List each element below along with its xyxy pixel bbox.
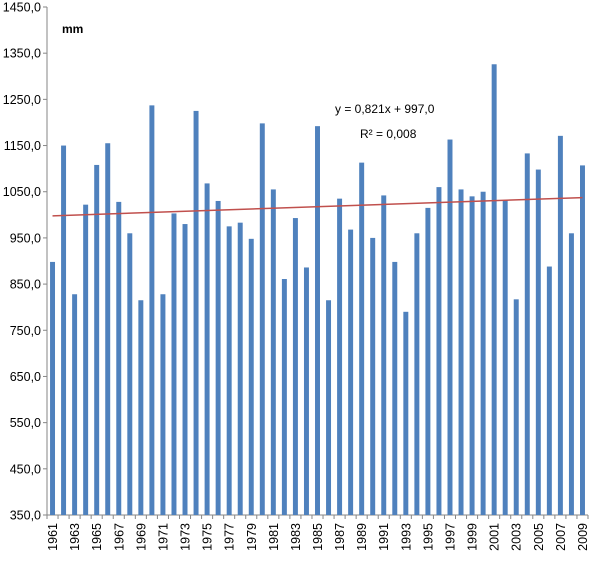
x-tick-label: 1971 [156,523,170,551]
bar-1997 [447,139,453,516]
x-tick-label: 1987 [333,523,347,551]
x-tick-label: 1993 [399,523,413,551]
x-tick-label: 1991 [377,523,391,551]
bar-1961 [50,261,56,515]
bar-1994 [414,233,420,516]
bar-1990 [370,237,376,515]
bar-2007 [557,135,563,515]
bar-1977 [226,226,232,516]
y-tick-label: 350,0 [10,509,41,523]
bar-2006 [546,266,552,515]
axes: 350,0 450,0 550,0 650,0 750,0 850,0 950,0 1050,… [3,1,590,551]
x-tick-label: 1979 [245,523,259,551]
x-tick-label: 2005 [532,523,546,551]
bar-2000 [480,191,486,516]
bar-1975 [204,183,210,515]
y-tick-label: 850,0 [10,278,41,292]
bar-1969 [138,300,144,515]
bar-1972 [171,213,177,515]
bar-1973 [182,224,188,516]
x-tick-label: 2003 [510,523,524,551]
bar-2009 [580,165,585,515]
bar-1968 [127,233,133,516]
x-tick-label: 1983 [289,523,303,551]
bar-1987 [337,198,343,515]
x-tick-label: 1989 [355,523,369,551]
trend-r-squared: R² = 0,008 [360,127,417,141]
x-tick-label: 1985 [311,523,325,551]
y-tick-label: 1250,0 [3,93,41,107]
bar-1993 [403,311,409,515]
bar-1966 [105,143,111,516]
bar-1970 [149,105,155,516]
x-tick-label: 2001 [488,523,502,551]
bar-1962 [61,145,67,516]
trend-line [52,196,583,217]
bar-1998 [458,189,464,516]
y-tick-label: 1450,0 [3,1,41,15]
y-tick-label: 1150,0 [4,139,41,153]
bar-1985 [315,126,320,516]
bar-2008 [568,233,574,516]
y-tick-label: 550,0 [10,416,41,430]
y-tick-label: 450,0 [10,462,41,476]
y-tick-label: 750,0 [10,324,41,338]
bar-1995 [425,207,431,515]
labels: mm y = 0,821x + 997,0 R² = 0,008 [62,22,435,141]
bar-2001 [491,64,497,516]
bar-1971 [160,294,166,515]
x-tick-label: 1997 [443,523,457,551]
x-tick-label: 1965 [90,523,104,551]
x-tick-label: 1961 [46,523,60,551]
bar-1980 [259,123,265,515]
y-tick-label: 950,0 [10,231,41,245]
bar-1963 [72,294,78,515]
bar-1989 [359,162,365,515]
bar-2005 [535,169,541,515]
y-tick-label: 1050,0 [3,185,41,199]
x-tick-label: 1981 [267,523,281,551]
x-tick-label: 1963 [68,523,82,551]
x-tick-label: 2007 [554,523,568,551]
bar-1976 [215,200,221,515]
y-tick-label: 650,0 [10,370,41,384]
x-tick-label: 1977 [223,523,237,551]
x-tick-label: 1995 [421,523,435,551]
bar-1979 [248,238,254,515]
x-tick-label: 1969 [134,523,148,551]
bar-1978 [237,222,243,516]
bar-1974 [193,110,199,515]
trend-equation: y = 0,821x + 997,0 [335,102,435,116]
x-tick-label: 1999 [466,523,480,551]
x-tick-label: 1975 [201,523,215,551]
bars [50,64,585,516]
bar-1965 [94,164,100,515]
bar-2004 [524,153,530,515]
x-tick-label: 1973 [179,523,193,551]
bar-1967 [116,201,122,515]
bar-1992 [392,261,398,515]
bar-1991 [381,195,387,516]
bar-1964 [83,204,89,515]
bar-2003 [513,299,519,515]
bar-1999 [469,196,475,515]
trend-layer [52,196,583,217]
x-tick-label: 1967 [112,523,126,551]
bar-1996 [436,187,442,516]
bar-1988 [348,229,354,515]
unit-label: mm [62,22,83,36]
bar-1982 [281,279,287,515]
x-tick-label: 2009 [576,523,590,551]
bar-1981 [270,189,276,516]
bar-2002 [502,200,508,516]
bar-1986 [326,300,332,515]
y-tick-label: 1350,0 [3,47,41,61]
bar-1984 [303,267,309,515]
bar-1983 [292,218,298,516]
